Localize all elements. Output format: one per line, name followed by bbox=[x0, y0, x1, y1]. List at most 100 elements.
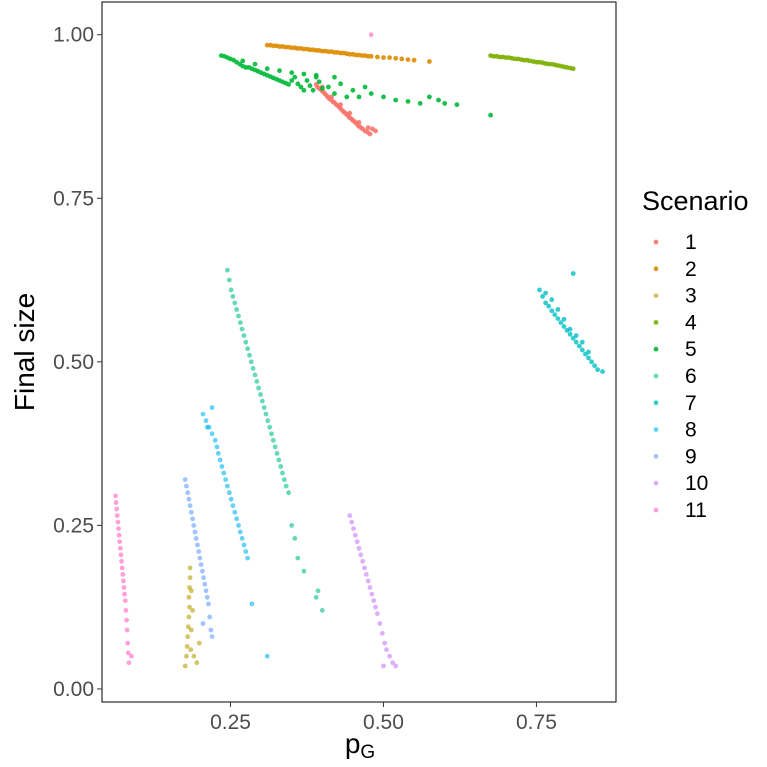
point-s5-47 bbox=[436, 97, 441, 103]
point-s10-3 bbox=[352, 532, 358, 538]
point-s10-15 bbox=[375, 611, 380, 617]
point-s6-18 bbox=[258, 392, 263, 397]
point-s5-42 bbox=[381, 94, 386, 100]
point-s7-16 bbox=[586, 355, 591, 361]
point-s6-9 bbox=[241, 333, 247, 338]
point-s2-37 bbox=[387, 55, 392, 60]
point-s5-22 bbox=[286, 82, 291, 87]
point-s8-13 bbox=[228, 496, 234, 502]
point-s6-1 bbox=[226, 277, 232, 283]
point-s11-11 bbox=[119, 565, 125, 571]
point-s5-44 bbox=[405, 99, 411, 104]
legend-label: 9 bbox=[685, 445, 697, 468]
point-s8-4 bbox=[212, 437, 218, 443]
x-tick-label: 0.75 bbox=[516, 711, 557, 734]
legend-key bbox=[653, 400, 659, 406]
point-s10-19 bbox=[384, 647, 389, 653]
plot-panel bbox=[101, 1, 617, 703]
point-s6-23 bbox=[267, 424, 273, 430]
legend-item-10: 10 bbox=[653, 472, 708, 495]
point-s6-39 bbox=[319, 608, 325, 613]
point-s6-34 bbox=[289, 523, 295, 528]
point-s2-34 bbox=[368, 53, 374, 59]
point-s11-6 bbox=[116, 532, 122, 538]
series-11 bbox=[113, 32, 374, 666]
point-s3-11 bbox=[188, 647, 194, 653]
point-s2-36 bbox=[381, 55, 386, 60]
y-axis: 0.00 0.25 0.50 0.75 1.00 bbox=[53, 24, 102, 701]
point-s4-27 bbox=[570, 66, 576, 72]
legend-key bbox=[653, 373, 659, 379]
point-s1-39 bbox=[347, 110, 353, 116]
point-s1-35 bbox=[373, 128, 378, 134]
point-s6-11 bbox=[245, 346, 251, 352]
point-s10-1 bbox=[349, 519, 355, 525]
point-s9-8 bbox=[192, 529, 198, 535]
point-s9-14 bbox=[200, 568, 205, 574]
point-s10-8 bbox=[362, 565, 367, 571]
point-s9-10 bbox=[195, 542, 200, 548]
point-s8-17 bbox=[236, 523, 241, 528]
point-s11-23 bbox=[129, 653, 134, 659]
point-s5-30 bbox=[310, 87, 316, 93]
point-s5-36 bbox=[338, 81, 343, 87]
legend-key bbox=[653, 266, 659, 272]
point-s6-3 bbox=[230, 294, 236, 299]
point-s6-0 bbox=[225, 267, 230, 273]
point-s8-7 bbox=[217, 457, 223, 463]
point-s10-18 bbox=[382, 640, 388, 646]
point-s9-7 bbox=[191, 523, 197, 528]
point-s7-4 bbox=[549, 308, 555, 314]
legend-label: 4 bbox=[685, 311, 697, 334]
point-s6-16 bbox=[254, 379, 260, 384]
point-s5-27 bbox=[301, 87, 307, 93]
point-s3-10 bbox=[187, 565, 193, 571]
legend-key bbox=[653, 320, 659, 325]
y-tick-label: 1.00 bbox=[53, 24, 94, 47]
points-layer bbox=[113, 32, 605, 669]
point-s8-14 bbox=[230, 503, 236, 509]
point-s11-3 bbox=[114, 513, 120, 518]
point-s6-38 bbox=[313, 594, 319, 600]
point-s7-25 bbox=[561, 316, 567, 322]
point-s1-33 bbox=[367, 131, 373, 137]
point-s3-13 bbox=[191, 653, 197, 659]
point-s6-35 bbox=[292, 536, 298, 541]
point-s11-19 bbox=[124, 627, 130, 633]
point-s7-22 bbox=[543, 290, 548, 296]
point-s7-7 bbox=[558, 320, 564, 325]
point-s6-12 bbox=[247, 352, 252, 358]
series-7 bbox=[537, 271, 605, 374]
legend-label: 2 bbox=[685, 258, 697, 281]
legend-item-7: 7 bbox=[653, 392, 697, 415]
point-s11-2 bbox=[114, 506, 120, 512]
point-s1-38 bbox=[338, 102, 343, 108]
point-s10-13 bbox=[371, 598, 377, 603]
legend-key bbox=[653, 507, 659, 513]
point-s7-1 bbox=[540, 294, 545, 299]
point-s10-11 bbox=[367, 585, 373, 590]
point-s7-8 bbox=[561, 324, 567, 329]
point-s7-23 bbox=[549, 297, 555, 303]
point-s9-15 bbox=[201, 575, 207, 581]
point-s6-27 bbox=[274, 451, 280, 456]
point-s5-24 bbox=[292, 74, 298, 80]
series-10 bbox=[347, 513, 399, 669]
point-s8-12 bbox=[226, 490, 232, 496]
point-s11-8 bbox=[118, 545, 123, 551]
point-s3-9 bbox=[187, 575, 193, 581]
x-tick-label: 0.50 bbox=[363, 711, 404, 734]
point-s10-0 bbox=[347, 513, 353, 518]
point-s3-1 bbox=[184, 653, 189, 659]
point-s10-4 bbox=[354, 539, 360, 545]
series-6 bbox=[225, 267, 325, 613]
point-s8-9 bbox=[221, 470, 227, 476]
point-s8-26 bbox=[204, 424, 210, 430]
point-s6-36 bbox=[295, 555, 301, 561]
point-s7-3 bbox=[546, 303, 552, 309]
point-s3-7 bbox=[186, 594, 192, 600]
point-s8-10 bbox=[223, 477, 229, 482]
point-s11-22 bbox=[126, 660, 132, 666]
point-s10-21 bbox=[390, 660, 396, 666]
